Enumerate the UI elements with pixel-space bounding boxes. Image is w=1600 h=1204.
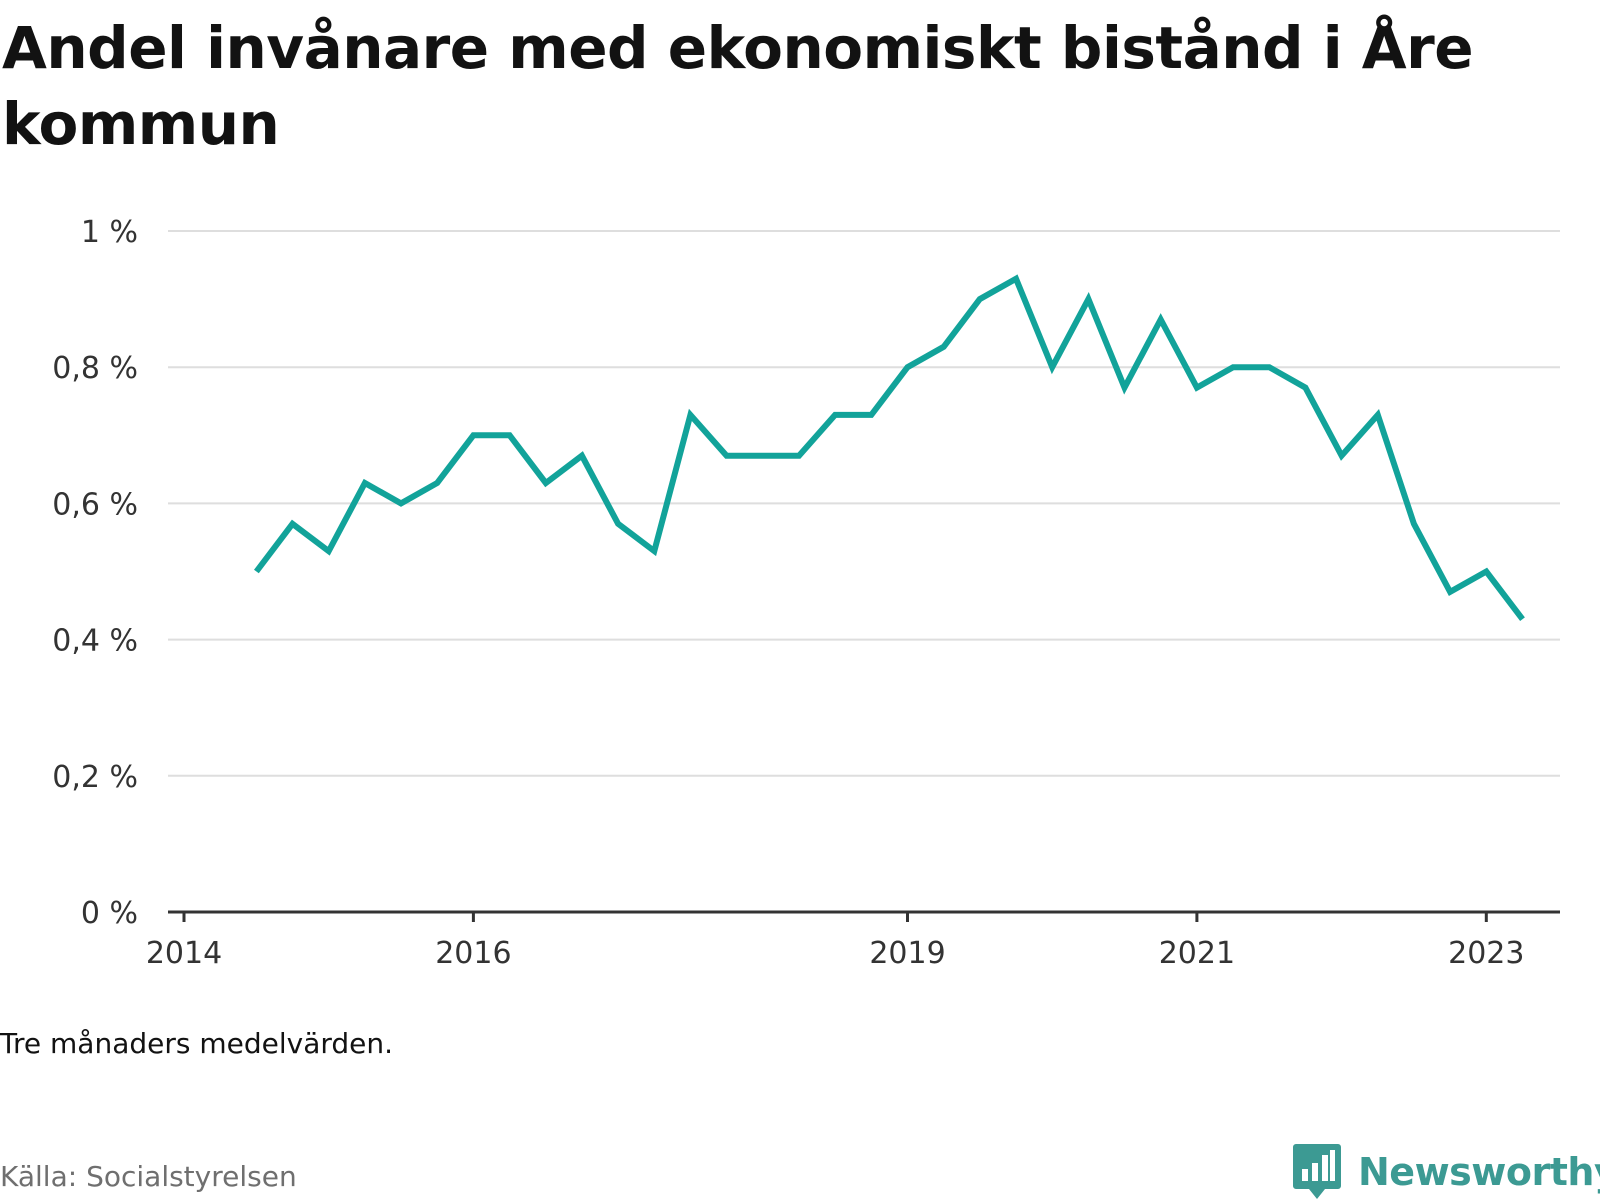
data-point [1302, 385, 1308, 391]
y-tick-label: 0,6 % [52, 487, 138, 522]
data-point [1339, 453, 1345, 459]
source-label: Källa: Socialstyrelsen [0, 1160, 297, 1193]
data-point [1230, 364, 1236, 370]
data-point [362, 480, 368, 486]
y-tick-label: 0,2 % [52, 760, 138, 795]
x-tick-label: 2019 [869, 936, 945, 971]
data-point [1194, 385, 1200, 391]
data-point [832, 412, 838, 418]
data-point [1375, 412, 1381, 418]
data-point [1447, 589, 1453, 595]
data-point [1013, 276, 1019, 282]
data-point [398, 500, 404, 506]
x-tick-label: 2016 [435, 936, 511, 971]
y-axis-ticks: 0 % 0,2 % 0,4 % 0,6 % 0,8 % 1 % [52, 215, 138, 931]
data-point [253, 569, 259, 575]
data-point [1158, 317, 1164, 323]
data-point [651, 548, 657, 554]
x-tick-label: 2014 [146, 936, 222, 971]
gridlines [168, 230, 1560, 777]
data-point [579, 453, 585, 459]
chart-note: Tre månaders medelvärden. [0, 1027, 394, 1060]
data-point [941, 344, 947, 350]
data-point [905, 364, 911, 370]
data-point [1483, 569, 1489, 575]
data-point [1085, 296, 1091, 302]
x-axis: 2014 2016 2019 2021 2023 [146, 910, 1560, 971]
chart-title: Andel invånare med ekonomiskt bistånd i … [2, 14, 1474, 158]
series-layer [253, 274, 1525, 622]
x-tick-label: 2023 [1448, 936, 1524, 971]
brand-name: Newsworthy [1358, 1150, 1600, 1194]
data-point [1519, 616, 1525, 622]
data-point [760, 453, 766, 459]
data-point [434, 480, 440, 486]
y-tick-label: 0,4 % [52, 624, 138, 659]
y-tick-label: 1 % [81, 215, 138, 250]
data-point [290, 521, 296, 527]
x-tick-label: 2021 [1159, 936, 1235, 971]
series-line [254, 274, 1525, 622]
data-point [615, 521, 621, 527]
data-point [543, 480, 549, 486]
data-point [326, 548, 332, 554]
y-tick-label: 0 % [81, 896, 138, 931]
data-point [1266, 364, 1272, 370]
data-point [1049, 364, 1055, 370]
data-point [796, 453, 802, 459]
data-point [470, 432, 476, 438]
newsworthy-brand[interactable]: Newsworthy [1292, 1140, 1600, 1204]
data-point [868, 412, 874, 418]
data-point [977, 296, 983, 302]
newsworthy-logo-icon [1293, 1144, 1341, 1199]
data-point [1411, 521, 1417, 527]
data-point [507, 432, 513, 438]
data-point [724, 453, 730, 459]
data-point [687, 412, 693, 418]
y-tick-label: 0,8 % [52, 351, 138, 386]
data-point [1122, 385, 1128, 391]
